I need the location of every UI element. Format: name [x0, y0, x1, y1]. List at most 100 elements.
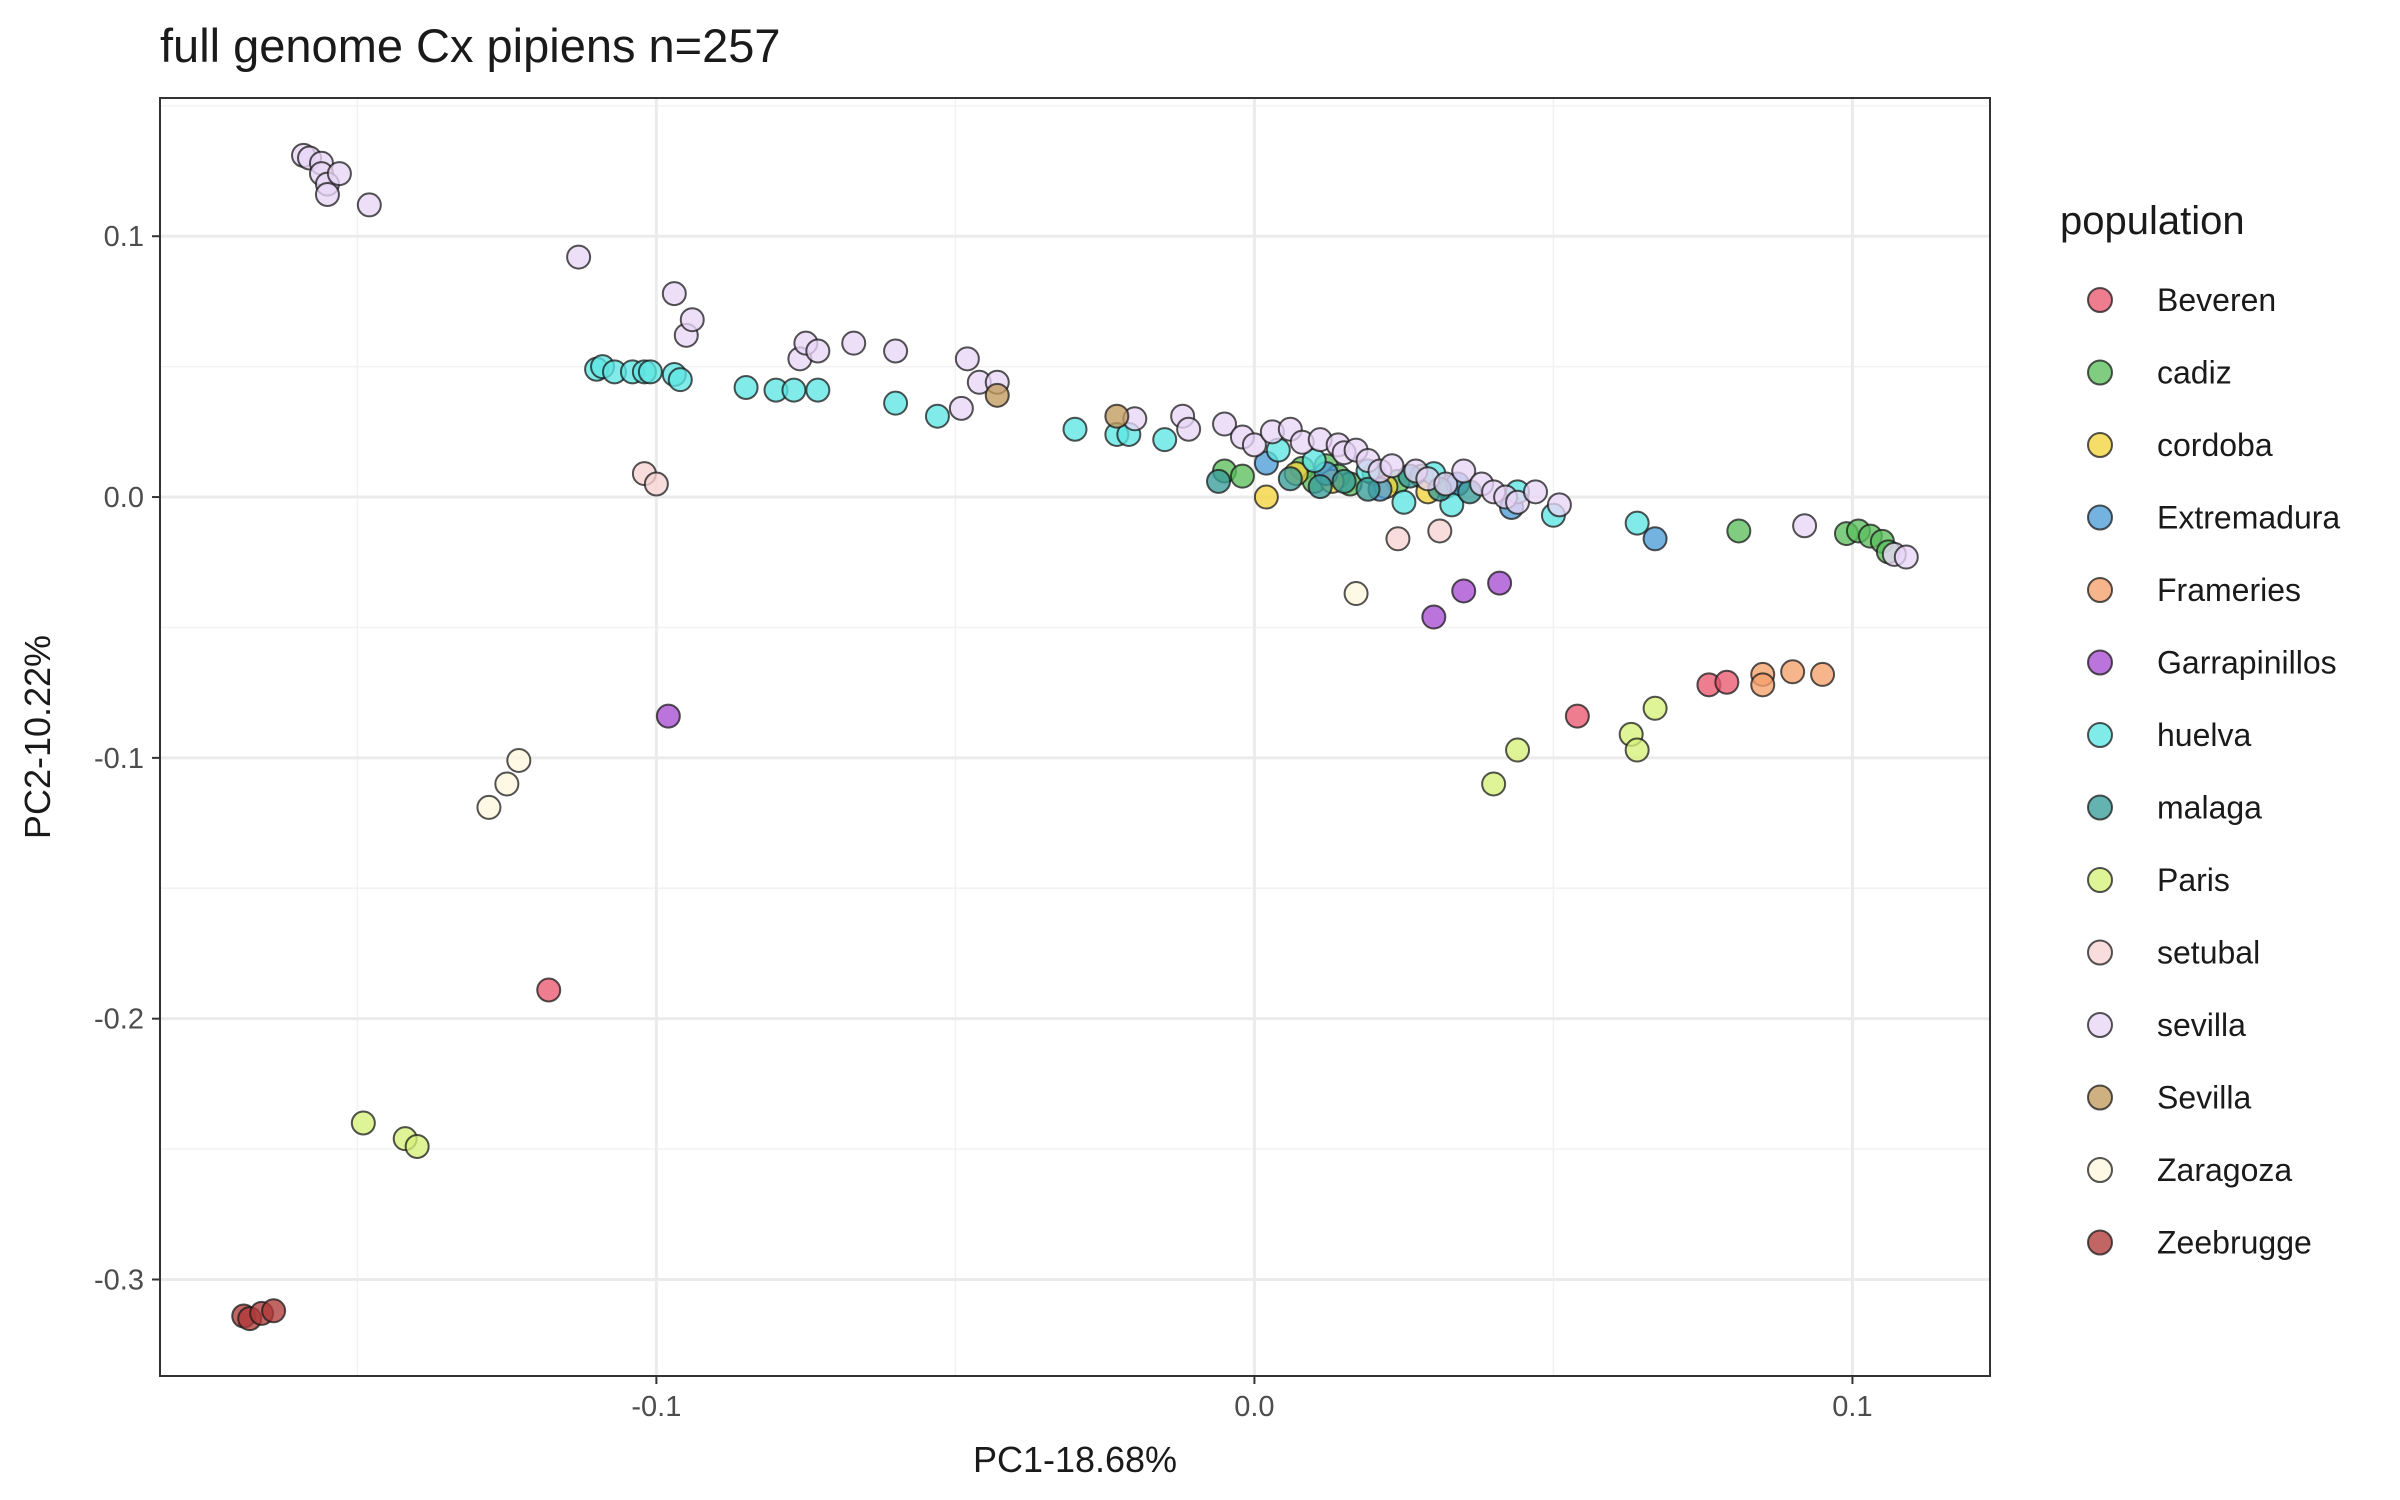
data-point-huelva: [883, 390, 909, 416]
legend-key-garrapinillos: [2087, 649, 2113, 676]
data-point-sevilla: [954, 346, 980, 372]
data-point-cadiz: [1229, 463, 1255, 489]
legend-label-sevilla: sevilla: [2157, 1007, 2246, 1043]
data-point-sevilla: [883, 338, 909, 364]
y-tick-label: 0.0: [104, 482, 144, 514]
data-point-sevilla: [1241, 432, 1267, 458]
legend-label-cordoba: cordoba: [2157, 427, 2273, 463]
data-point-paris: [1624, 737, 1650, 763]
data-point-sevilla: [1546, 492, 1572, 518]
legend: population Beveren cadiz cordoba Extremadur…: [2060, 199, 2340, 1261]
data-point-setubal: [643, 471, 669, 497]
data-point-sevilla: [1893, 544, 1919, 570]
data-point-setubal: [1427, 518, 1453, 544]
legend-label-paris: Paris: [2157, 862, 2230, 898]
legend-key-sevilla: [2087, 1012, 2113, 1038]
legend-key-paris: [2087, 867, 2113, 893]
data-point-sevilla: [1379, 453, 1405, 479]
legend-key-cordoba: [2087, 432, 2113, 458]
y-tick-label: -0.1: [94, 743, 144, 775]
data-point-sevilla: [1451, 458, 1477, 484]
data-point-malaga: [1206, 468, 1232, 494]
y-tick-label: -0.3: [94, 1264, 144, 1296]
x-tick-label: 0.0: [1234, 1391, 1274, 1423]
legend-items: Beveren cadiz cordoba Extremadura Frameries G…: [2087, 282, 2340, 1261]
data-point-sevilla: [948, 395, 974, 421]
data-point-extremadura: [1642, 526, 1668, 552]
x-axis: -0.1 0.0 0.1: [631, 1376, 1873, 1423]
legend-label-setubal: setubal: [2157, 935, 2260, 971]
x-tick-label: -0.1: [631, 1391, 681, 1423]
legend-label-garrapinillos: Garrapinillos: [2157, 645, 2337, 681]
data-point-huelva: [1624, 510, 1650, 536]
data-point-paris: [350, 1110, 376, 1136]
grid-major: [160, 98, 1990, 1376]
data-point-sevilla: [841, 330, 867, 356]
data-point-paris: [1505, 737, 1531, 763]
legend-label-zeebrugge: Zeebrugge: [2157, 1225, 2312, 1261]
data-point-paris: [404, 1133, 430, 1159]
legend-label-frameries: Frameries: [2157, 572, 2301, 608]
data-point-paris: [1642, 695, 1668, 721]
data-point-sevilla: [1522, 479, 1548, 505]
data-point-malaga: [1331, 468, 1357, 494]
y-axis-title: PC2-10.22%: [17, 635, 58, 839]
chart-title: full genome Cx pipiens n=257: [160, 19, 781, 72]
data-point-sevilla: [1433, 471, 1459, 497]
data-point-sevilla: [566, 244, 592, 270]
legend-title: population: [2060, 199, 2245, 243]
data-point-beveren: [1714, 669, 1740, 695]
legend-label-extremadura: Extremadura: [2157, 500, 2340, 536]
data-point-zaragoza: [494, 771, 520, 797]
data-points: [231, 142, 1919, 1332]
legend-key-cadiz: [2087, 359, 2113, 386]
x-axis-title: PC1-18.68%: [973, 1439, 1177, 1480]
data-point-sevilla: [679, 307, 705, 333]
legend-label-malaga: malaga: [2157, 790, 2262, 826]
data-point-sevilla: [1212, 411, 1238, 437]
data-point-frameries: [1780, 659, 1806, 685]
data-point-huelva: [1152, 427, 1178, 453]
legend-label-beveren: Beveren: [2157, 282, 2276, 318]
data-point-sevilla: [1176, 416, 1202, 442]
data-point-beveren: [1564, 703, 1590, 729]
data-point-sevilla: [326, 161, 352, 187]
data-point-huelva: [733, 375, 759, 401]
data-point-frameries: [1750, 672, 1776, 698]
data-point-sevilla: [314, 182, 340, 208]
data-point-huelva: [924, 403, 950, 429]
x-tick-label: 0.1: [1832, 1391, 1872, 1423]
data-point-beveren: [536, 977, 562, 1003]
data-point-sevilla: [356, 192, 382, 218]
legend-key-setubal: [2087, 939, 2113, 966]
legend-label-sevilla: Sevilla: [2157, 1080, 2251, 1116]
data-point-frameries: [1810, 661, 1836, 687]
legend-key-frameries: [2087, 577, 2113, 603]
legend-key-zeebrugge: [2087, 1229, 2113, 1256]
data-point-huelva: [781, 377, 807, 403]
legend-key-extremadura: [2087, 504, 2113, 531]
data-point-cordoba: [1253, 484, 1279, 510]
data-point-setubal: [1385, 526, 1411, 552]
legend-label-cadiz: cadiz: [2157, 355, 2232, 391]
legend-key-sevilla: [2087, 1084, 2113, 1111]
data-point-garrapinillos: [1487, 570, 1513, 596]
plot-panel-border: [159, 97, 1991, 1377]
data-point-sevilla: [984, 382, 1010, 408]
y-tick-label: -0.2: [94, 1004, 144, 1036]
data-point-zeebrugge: [261, 1298, 287, 1324]
data-point-sevilla: [1104, 403, 1130, 429]
data-point-malaga: [1277, 466, 1303, 492]
legend-label-zaragoza: Zaragoza: [2157, 1152, 2292, 1188]
data-point-garrapinillos: [1451, 578, 1477, 604]
legend-label-huelva: huelva: [2157, 717, 2252, 753]
data-point-paris: [1481, 771, 1507, 797]
data-point-huelva: [1062, 416, 1088, 442]
data-point-huelva: [667, 367, 693, 393]
legend-key-huelva: [2087, 722, 2113, 748]
data-point-huelva: [1391, 489, 1417, 515]
data-point-zaragoza: [1343, 581, 1369, 607]
data-point-garrapinillos: [655, 703, 681, 729]
data-point-sevilla: [1792, 513, 1818, 539]
